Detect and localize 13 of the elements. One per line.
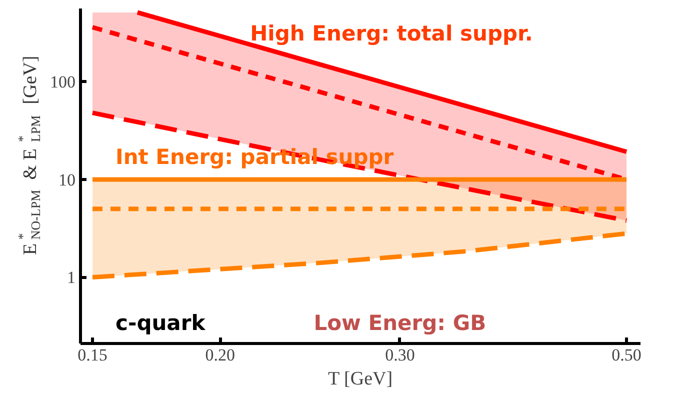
x-tick-label: 0.50: [612, 346, 642, 364]
x-axis-title: T [GeV]: [328, 368, 393, 390]
annotation: High Energ: total suppr.: [250, 22, 533, 46]
x-tick-label: 0.30: [385, 346, 415, 364]
y-tick-label: 1: [67, 268, 76, 288]
x-tick-label: 0.15: [78, 346, 108, 364]
x-tick-label: 0.20: [205, 346, 235, 364]
y-axis-title: E*NO-LPM & E*LPM [GeV]: [15, 56, 43, 256]
y-tick-label: 10: [58, 170, 76, 190]
annotation: c-quark: [116, 311, 206, 336]
annotation: Int Energ: partial suppr: [116, 144, 394, 169]
y-tick-label: 100: [50, 72, 76, 92]
annotation: Low Energ: GB: [314, 311, 486, 336]
